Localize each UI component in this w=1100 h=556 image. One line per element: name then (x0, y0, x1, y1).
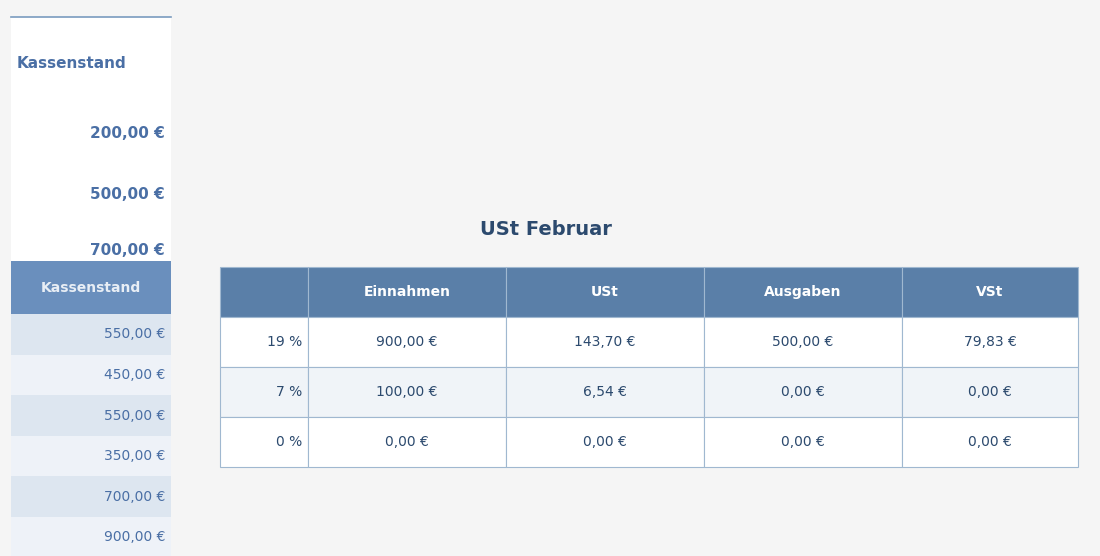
Text: 450,00 €: 450,00 € (103, 368, 165, 382)
Text: 0 %: 0 % (276, 435, 303, 449)
Text: Kassenstand: Kassenstand (16, 56, 126, 71)
Text: USt Februar: USt Februar (480, 220, 612, 239)
Text: 7 %: 7 % (276, 385, 303, 399)
Text: 143,70 €: 143,70 € (574, 335, 636, 349)
Text: 79,83 €: 79,83 € (964, 335, 1016, 349)
Text: 700,00 €: 700,00 € (103, 490, 165, 504)
Text: 0,00 €: 0,00 € (781, 385, 825, 399)
Text: 6,54 €: 6,54 € (583, 385, 627, 399)
Text: 900,00 €: 900,00 € (103, 530, 165, 544)
Text: Einnahmen: Einnahmen (363, 285, 451, 299)
Text: 0,00 €: 0,00 € (968, 385, 1012, 399)
Text: Kassenstand: Kassenstand (41, 281, 141, 295)
Text: 100,00 €: 100,00 € (376, 385, 438, 399)
Text: 0,00 €: 0,00 € (385, 435, 429, 449)
Text: 200,00 €: 200,00 € (90, 126, 165, 141)
Text: 350,00 €: 350,00 € (103, 449, 165, 463)
Text: 19 %: 19 % (267, 335, 303, 349)
Text: 0,00 €: 0,00 € (968, 435, 1012, 449)
Text: 550,00 €: 550,00 € (103, 409, 165, 423)
Text: 500,00 €: 500,00 € (772, 335, 834, 349)
Text: 550,00 €: 550,00 € (103, 327, 165, 341)
Text: 700,00 €: 700,00 € (90, 243, 165, 257)
Text: 500,00 €: 500,00 € (90, 187, 165, 202)
Text: VSt: VSt (977, 285, 1003, 299)
Text: 0,00 €: 0,00 € (781, 435, 825, 449)
Text: Ausgaben: Ausgaben (764, 285, 842, 299)
Text: USt: USt (591, 285, 619, 299)
Text: 0,00 €: 0,00 € (583, 435, 627, 449)
Text: 900,00 €: 900,00 € (376, 335, 438, 349)
